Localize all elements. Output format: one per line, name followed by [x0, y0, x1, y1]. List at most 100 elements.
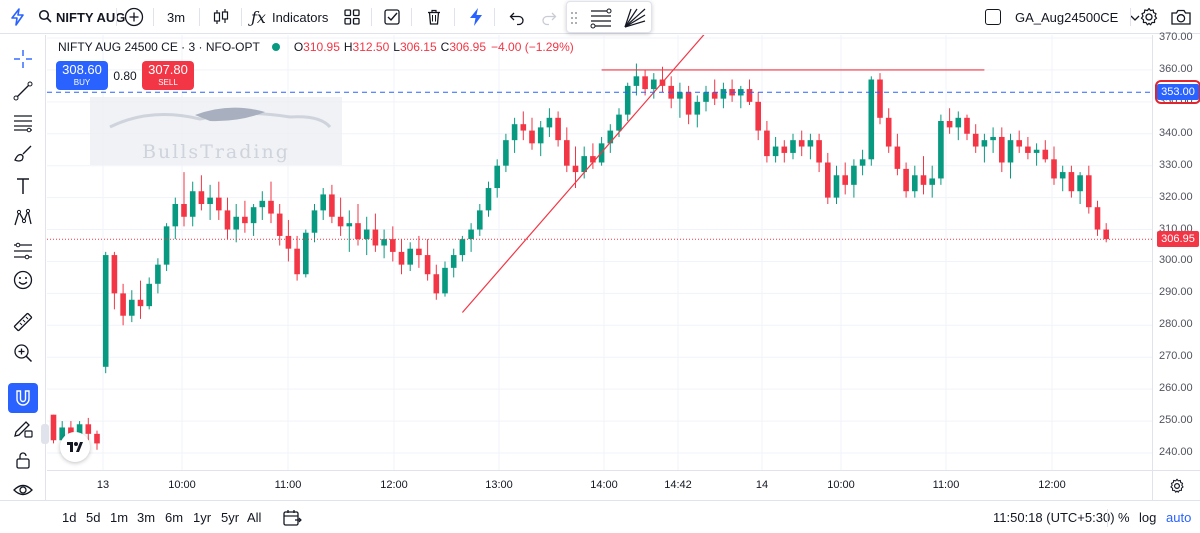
- fib-lines-tool[interactable]: [8, 107, 38, 137]
- goto-date-button[interactable]: [282, 501, 302, 533]
- candle-body: [772, 146, 779, 157]
- axis-settings-button[interactable]: [1152, 470, 1200, 500]
- sell-button[interactable]: 307.80 SELL: [142, 61, 194, 90]
- candle-body: [137, 299, 144, 307]
- price-axis[interactable]: 370.00 360.00 350.00 340.00 330.00 320.00 310.…: [1152, 31, 1200, 470]
- pattern-icon: [14, 208, 32, 226]
- chart-pane[interactable]: [47, 35, 1152, 470]
- ruler-tool[interactable]: [8, 307, 38, 337]
- scroll-to-realtime-button[interactable]: [60, 432, 90, 462]
- magnet-tool[interactable]: [8, 383, 38, 413]
- candle-body: [294, 248, 300, 275]
- candle-body: [694, 101, 701, 115]
- candle-body: [311, 210, 318, 233]
- settings-button[interactable]: [1139, 0, 1159, 34]
- candle-body: [329, 194, 335, 217]
- undo-icon: [509, 12, 524, 26]
- series-legend[interactable]: NIFTY AUG 24500 CE · 3 · NFO-OPT O 310.95…: [58, 40, 574, 54]
- range-button[interactable]: 3m: [137, 510, 156, 525]
- watermark-logo: BullsTrading: [90, 97, 342, 165]
- text-tool[interactable]: [8, 171, 38, 201]
- layout-checkbox[interactable]: [985, 9, 1001, 25]
- redo-button[interactable]: [540, 0, 558, 34]
- percent-toggle[interactable]: %: [1118, 501, 1130, 533]
- time-tick-label: 13: [96, 479, 110, 491]
- undo-button[interactable]: [508, 0, 526, 34]
- price-tick-label: 370.00: [1159, 31, 1193, 43]
- compare-symbol-button[interactable]: [124, 0, 144, 34]
- range-button[interactable]: 1d: [62, 510, 77, 525]
- text-icon: [17, 178, 29, 194]
- hide-drawings-tool[interactable]: [8, 475, 38, 505]
- range-button[interactable]: 5d: [86, 510, 101, 525]
- market-status-dot: [271, 43, 280, 51]
- forecast-tool[interactable]: [8, 235, 38, 265]
- snapshot-button[interactable]: [1170, 0, 1192, 34]
- layout-select[interactable]: GA_Aug24500CE: [985, 0, 1140, 34]
- range-button[interactable]: 5yr: [221, 510, 240, 525]
- crosshair-tool[interactable]: [8, 44, 38, 74]
- lock-drawing-tool[interactable]: [8, 413, 38, 443]
- watermark-text: BullsTrading: [142, 141, 290, 163]
- emoji-tool[interactable]: [8, 265, 38, 295]
- time-tick-label: 13:00: [485, 479, 513, 491]
- chart-type-button[interactable]: [211, 0, 231, 34]
- candle-body: [572, 165, 579, 173]
- last-price-label: 306.95: [1157, 231, 1199, 248]
- delete-button[interactable]: [425, 0, 443, 34]
- alert-button[interactable]: [383, 0, 401, 34]
- app-logo-icon[interactable]: [8, 0, 28, 34]
- candle-body: [990, 136, 996, 141]
- range-button[interactable]: All: [247, 510, 262, 525]
- candle-body: [1016, 140, 1022, 147]
- time-axis[interactable]: 13 10:00 11:00 12:00 13:00 14:00 14:42 14 10:00 1…: [47, 470, 1152, 500]
- auto-toggle[interactable]: auto: [1166, 501, 1191, 533]
- drag-handle-icon[interactable]: [570, 10, 578, 31]
- pattern-tool[interactable]: [8, 203, 38, 233]
- range-button[interactable]: 1yr: [193, 510, 212, 525]
- brush-tool[interactable]: [8, 139, 38, 169]
- candle-body: [111, 255, 118, 294]
- candle-body: [607, 130, 614, 144]
- candle-body: [276, 213, 283, 236]
- candle-body: [503, 140, 509, 166]
- candle-body: [1042, 149, 1049, 160]
- candle-body: [964, 117, 970, 134]
- legend-symbol[interactable]: NIFTY AUG 24500 CE · 3 · NFO-OPT: [58, 40, 260, 54]
- interval-button[interactable]: 3m: [167, 0, 185, 34]
- replay-button[interactable]: [466, 0, 486, 34]
- lock-all-tool[interactable]: [8, 445, 38, 475]
- candle-body: [94, 433, 100, 444]
- zoom-in-tool[interactable]: [8, 338, 38, 368]
- buy-button[interactable]: 308.60 BUY: [56, 61, 108, 90]
- layouts-button[interactable]: [343, 0, 361, 34]
- log-toggle[interactable]: log: [1139, 501, 1156, 533]
- candle-body: [642, 76, 648, 90]
- clock-text: 11:50:18 (UTC+5:30): [993, 510, 1115, 525]
- checkbox-icon: [384, 9, 400, 25]
- range-button[interactable]: 6m: [165, 510, 184, 525]
- price-tick-label: 360.00: [1159, 62, 1193, 75]
- range-button[interactable]: 1m: [110, 510, 129, 525]
- price-tick-label: 300.00: [1159, 254, 1193, 267]
- collapse-toolbar-handle[interactable]: [41, 424, 49, 444]
- price-chart[interactable]: [47, 35, 1152, 470]
- candle-body: [468, 229, 474, 240]
- fan-tool-icon[interactable]: [623, 7, 647, 34]
- indicators-button[interactable]: ƒx Indicators: [251, 0, 328, 34]
- candle-body: [442, 267, 448, 294]
- floating-drawing-toolbar: [566, 1, 652, 33]
- candle-body: [798, 140, 805, 147]
- candle-body: [85, 424, 92, 434]
- trend-line-tool[interactable]: [8, 76, 38, 106]
- symbol-search[interactable]: NIFTY AUG: [38, 0, 125, 34]
- candle-body: [50, 414, 57, 441]
- candle-body: [537, 127, 544, 144]
- top-toolbar: NIFTY AUG 3m ƒx Indicators: [0, 0, 1200, 34]
- tradingview-logo-icon: [67, 442, 83, 452]
- candle-body: [711, 92, 718, 99]
- candle-body: [511, 124, 518, 141]
- clock-timezone[interactable]: 11:50:18 (UTC+5:30): [993, 501, 1115, 533]
- candle-body: [859, 159, 866, 166]
- fib-tool-icon[interactable]: [589, 7, 613, 34]
